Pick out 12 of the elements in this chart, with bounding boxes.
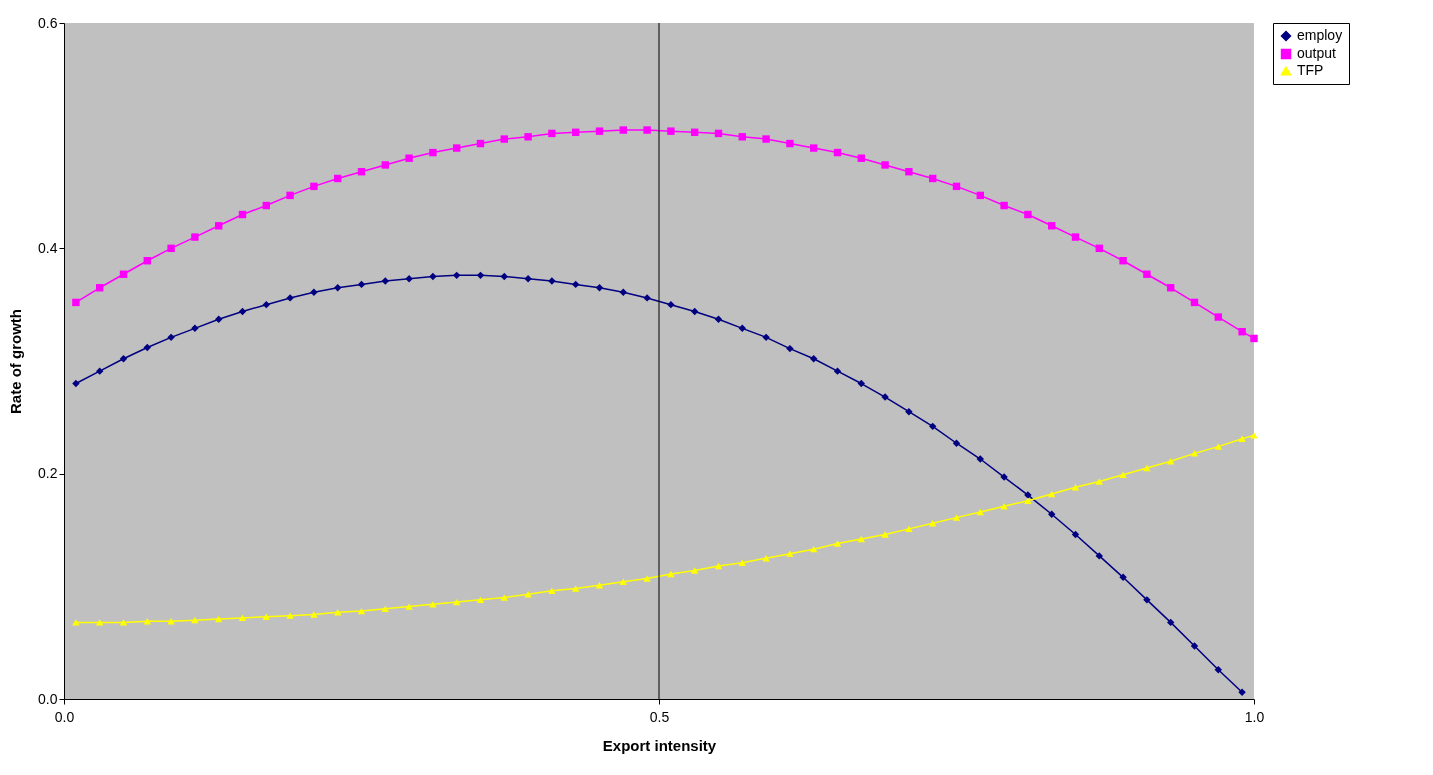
legend-label: employ — [1297, 27, 1343, 43]
y-tick-label: 0.6 — [38, 14, 58, 31]
y-tick-label: 0.4 — [38, 239, 58, 256]
x-tick-label: 0.0 — [54, 708, 75, 725]
y-tick-label: 0.2 — [38, 465, 58, 482]
legend-label: output — [1297, 45, 1337, 61]
x-tick-label: 1.0 — [1244, 708, 1265, 725]
x-tick-label: 0.5 — [649, 708, 670, 725]
y-tick-label: 0.0 — [38, 690, 58, 707]
legend-label: TFP — [1297, 62, 1324, 78]
y-axis-title: Rate of growth — [7, 309, 25, 414]
x-axis-title: Export intensity — [602, 736, 717, 754]
